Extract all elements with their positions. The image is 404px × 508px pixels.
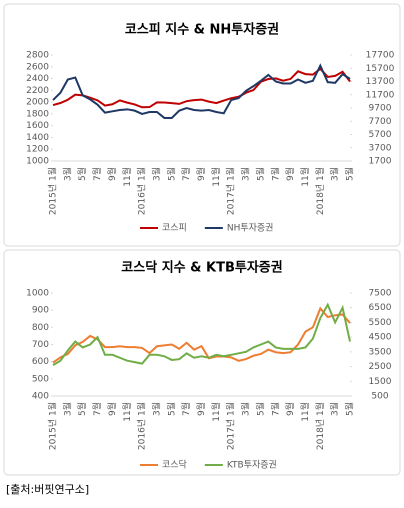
- y2-tick-label: 6500: [369, 303, 392, 313]
- y-tick-label: 1000: [26, 289, 49, 299]
- x-tick-label: 5월: [254, 402, 266, 416]
- x-tick-label: 5월: [76, 167, 88, 181]
- y-tick-label: 600: [32, 357, 49, 367]
- y2-tick-label: 15700: [366, 64, 395, 74]
- x-tick-label: 11월: [299, 402, 311, 422]
- x-tick-label: 7월: [180, 167, 192, 181]
- y2-tick-label: 3500: [369, 347, 392, 357]
- x-tick-label: 2015년 1월: [47, 167, 59, 215]
- y2-tick-label: 17700: [366, 51, 395, 61]
- x-tick-label: 3월: [329, 167, 341, 181]
- x-tick-label: 9월: [195, 167, 207, 181]
- series-line: [52, 67, 351, 109]
- y-tick-label: 2200: [26, 86, 49, 96]
- x-tick-label: 7월: [91, 402, 103, 416]
- x-tick-label: 7월: [269, 167, 281, 181]
- y-tick-label: 2600: [26, 62, 49, 72]
- y2-tick-label: 13700: [366, 77, 395, 87]
- y2-tick-label: 11700: [366, 90, 395, 100]
- y-tick-label: 2400: [26, 74, 49, 84]
- x-tick-label: 2016년 1월: [136, 167, 148, 215]
- x-tick-label: 11월: [210, 167, 222, 187]
- series-line: [52, 63, 351, 119]
- y2-tick-label: 500: [371, 392, 388, 402]
- series-line: [52, 302, 351, 366]
- y2-tick-label: 9700: [369, 104, 392, 114]
- x-tick-label: 11월: [121, 167, 133, 187]
- y2-tick-label: 5700: [369, 130, 392, 140]
- legend-label: NH투자증권: [227, 222, 274, 234]
- x-tick-label: 3월: [150, 402, 162, 416]
- x-tick-label: 5월: [344, 167, 356, 181]
- y2-tick-label: 3700: [369, 143, 392, 153]
- y-tick-label: 800: [32, 323, 49, 333]
- x-tick-label: 2017년 1월: [225, 167, 237, 215]
- y-tick-label: 2800: [26, 51, 49, 61]
- y2-tick-label: 2500: [369, 362, 392, 372]
- x-tick-label: 5월: [165, 167, 177, 181]
- y-tick-label: 1600: [26, 121, 49, 131]
- chart-title: 코스닥 지수 & KTB투자증권: [121, 260, 282, 276]
- y2-tick-label: 5500: [369, 318, 392, 328]
- y-tick-label: 400: [32, 392, 49, 402]
- x-tick-label: 5월: [344, 402, 356, 416]
- y-tick-label: 1400: [26, 133, 49, 143]
- y-tick-label: 1000: [26, 157, 49, 167]
- x-tick-label: 5월: [254, 167, 266, 181]
- y2-tick-label: 1700: [369, 157, 392, 167]
- x-tick-label: 3월: [329, 402, 341, 416]
- x-tick-label: 7월: [91, 167, 103, 181]
- x-tick-label: 11월: [299, 167, 311, 187]
- x-tick-label: 11월: [121, 402, 133, 422]
- y2-tick-label: 7500: [369, 289, 392, 299]
- footnote: [출처:버핏연구소]: [6, 483, 89, 496]
- x-tick-label: 2017년 1월: [225, 402, 237, 450]
- y-tick-label: 500: [32, 374, 49, 384]
- y-tick-label: 700: [32, 340, 49, 350]
- series-line: [52, 306, 351, 364]
- y-tick-label: 2000: [26, 98, 49, 108]
- x-tick-label: 3월: [240, 402, 252, 416]
- x-tick-label: 9월: [284, 402, 296, 416]
- y-tick-label: 900: [32, 306, 49, 316]
- x-tick-label: 3월: [150, 167, 162, 181]
- x-tick-label: 9월: [195, 402, 207, 416]
- x-tick-label: 9월: [284, 167, 296, 181]
- x-tick-label: 11월: [210, 402, 222, 422]
- x-tick-label: 3월: [61, 402, 73, 416]
- x-tick-label: 9월: [106, 167, 118, 181]
- x-tick-label: 2018년 1월: [314, 402, 326, 450]
- x-tick-label: 2015년 1월: [47, 402, 59, 450]
- x-tick-label: 7월: [269, 402, 281, 416]
- x-tick-label: 5월: [76, 402, 88, 416]
- legend-label: 코스닥: [162, 460, 187, 471]
- chart-frame: [3, 249, 401, 476]
- x-tick-label: 5월: [165, 402, 177, 416]
- x-tick-label: 2018년 1월: [314, 167, 326, 215]
- y-tick-label: 1200: [26, 145, 49, 155]
- y2-tick-label: 7700: [369, 117, 392, 127]
- y2-tick-label: 4500: [369, 333, 392, 343]
- y2-tick-label: 1500: [369, 377, 392, 387]
- x-tick-label: 3월: [61, 167, 73, 181]
- legend-label: 코스피: [162, 223, 187, 234]
- legend-label: KTB투자증권: [227, 459, 277, 471]
- x-tick-label: 7월: [180, 402, 192, 416]
- y-tick-label: 1800: [26, 109, 49, 119]
- x-tick-label: 3월: [240, 167, 252, 181]
- chart-frame: [3, 3, 401, 247]
- x-tick-label: 9월: [106, 402, 118, 416]
- x-tick-label: 2016년 1월: [136, 402, 148, 450]
- chart-title: 코스피 지수 & NH투자증권: [125, 23, 279, 38]
